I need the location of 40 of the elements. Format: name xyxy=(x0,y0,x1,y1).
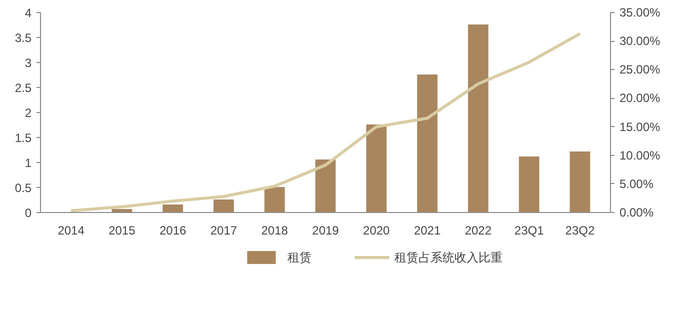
y2-tick-label: 25.00% xyxy=(620,62,661,77)
x-tick-label: 2017 xyxy=(210,224,238,238)
x-tick-label: 2018 xyxy=(261,224,288,238)
y2-tick-label: 30.00% xyxy=(620,34,661,48)
bar xyxy=(570,152,590,212)
bar xyxy=(366,124,387,212)
y-tick-label: 3.5 xyxy=(14,31,32,45)
y-tick-label: 0 xyxy=(24,206,32,220)
bar xyxy=(264,187,285,212)
y-tick-label: 1 xyxy=(24,156,32,170)
bar xyxy=(417,74,438,212)
legend-label: 租赁占系统收入比重 xyxy=(394,250,502,264)
y2-tick-label: 10.00% xyxy=(620,148,661,162)
line-series xyxy=(70,32,582,212)
legend-label: 租赁 xyxy=(287,250,312,264)
x-tick-label: 2019 xyxy=(312,224,340,238)
x-tick-label: 23Q1 xyxy=(514,224,544,238)
y2-tick-label: 20.00% xyxy=(620,91,661,106)
x-tick-label: 23Q2 xyxy=(565,224,595,238)
y2-tick-label: 15.00% xyxy=(620,120,661,134)
bar xyxy=(468,24,488,212)
x-tick-label: 2015 xyxy=(108,224,136,238)
y2-tick-label: 5.00% xyxy=(620,176,654,191)
bar xyxy=(315,160,336,212)
y-tick-label: 3 xyxy=(24,56,32,70)
y-tick-label: 2.5 xyxy=(14,81,32,95)
x-tick-label: 2014 xyxy=(58,224,85,238)
y-tick-label: 4 xyxy=(24,6,32,20)
y-tick-label: 0.5 xyxy=(14,181,32,195)
y-tick-label: 2 xyxy=(24,106,32,120)
y2-tick-label: 35.00% xyxy=(620,6,661,20)
x-tick-label: 2022 xyxy=(464,224,492,238)
y-tick-label: 1.5 xyxy=(14,131,32,145)
x-tick-label: 2021 xyxy=(414,224,441,238)
x-tick-label: 2016 xyxy=(159,224,186,238)
bar xyxy=(518,156,540,212)
x-tick-label: 2020 xyxy=(363,224,390,238)
bar xyxy=(214,200,234,212)
y2-tick-label: 0.00% xyxy=(620,206,654,220)
bar xyxy=(162,204,183,212)
